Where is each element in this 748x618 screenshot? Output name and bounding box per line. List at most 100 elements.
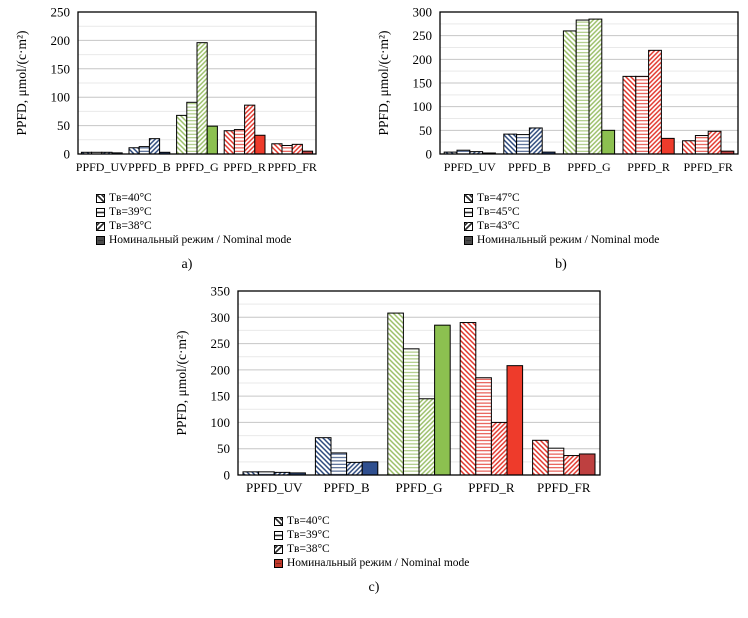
legend-label: Tв=40°C: [287, 515, 330, 527]
y-tick-label: 300: [413, 5, 433, 20]
bar-PPFD_B-s1: [128, 147, 140, 155]
legend-label: Tв=38°C: [109, 220, 152, 232]
legend-marker-icon: [96, 235, 105, 245]
bar-PPFD_B-s2: [138, 146, 150, 155]
y-tick-label: 200: [413, 52, 433, 67]
y-axis-title: PPFD, μmol/(c·m²): [14, 30, 29, 135]
bar-PPFD_R-s1: [223, 130, 235, 155]
chart-b-plot: 0 50 100 150 200 250 300 PPFD_UV PPFD_B PPFD_G PPF…: [376, 5, 739, 174]
legend-marker-icon: [464, 235, 473, 245]
x-category-label: PPFD_UV: [246, 480, 303, 495]
bar-PPFD_FR-s3: [563, 455, 580, 476]
bar-PPFD_G-s4: [601, 129, 616, 155]
legend-label: Tв=39°C: [109, 206, 152, 218]
chart-c-legend: Tв=40°C Tв=39°C Tв=38°C Номинальный режим /…: [274, 514, 614, 570]
legend-item: Tв=38°C: [96, 219, 374, 233]
y-tick-label: 0: [224, 468, 231, 483]
legend-marker-icon: [274, 516, 283, 526]
legend-label: Tв=40°C: [109, 192, 152, 204]
bar-PPFD_R-s4: [660, 137, 675, 155]
bar-PPFD_R-s4: [506, 365, 524, 476]
chart-a-block: 0 50 100 150 200 250 PPFD_UV PPFD_B PPFD_G PPFD_R…: [0, 0, 374, 273]
legend-marker-icon: [274, 558, 283, 568]
legend-label: Tв=47°C: [477, 192, 520, 204]
bar-PPFD_B-s3: [528, 127, 543, 155]
legend-label: Номинальный режим / Nominal mode: [477, 234, 660, 246]
bar-PPFD_R-s2: [233, 129, 246, 155]
chart-a-plot: 0 50 100 150 200 250 PPFD_UV PPFD_B PPFD_G PPFD_R…: [14, 5, 317, 175]
bar-PPFD_B-s4: [361, 461, 379, 476]
x-category-label: PPFD_R: [468, 480, 515, 495]
bar-PPFD_FR-s4: [578, 453, 596, 476]
bar-PPFD_B-s1: [314, 437, 332, 476]
bar-PPFD_G-s3: [196, 42, 208, 155]
x-category-label: PPFD_UV: [444, 160, 496, 174]
bar-PPFD_G-s3: [588, 18, 603, 155]
bar-PPFD_G-s2: [402, 348, 420, 476]
chart-c-block: 0 50 100 150 200 250 300 350 PPFD_UV PPFD_B PPFD_G…: [134, 279, 614, 596]
x-category-label: PPFD_R: [223, 160, 266, 174]
legend-label: Tв=43°C: [477, 220, 520, 232]
y-tick-label: 50: [57, 118, 70, 133]
bar-PPFD_G-s2: [186, 101, 198, 155]
chart-a-caption: a): [181, 257, 193, 272]
legend-item: Tв=38°C: [274, 542, 614, 556]
bar-PPFD_FR-s1: [271, 143, 283, 155]
bar-PPFD_B-s2: [516, 134, 530, 155]
bar-PPFD_G-s1: [176, 114, 188, 155]
y-tick-label: 50: [217, 441, 230, 456]
y-tick-label: 100: [211, 415, 231, 430]
chart-c-plot: 0 50 100 150 200 250 300 350 PPFD_UV PPFD_B PPFD_G…: [174, 284, 601, 495]
y-axis-title: PPFD, μmol/(c·m²): [376, 30, 391, 135]
legend-marker-icon: [96, 207, 105, 217]
legend-marker-icon: [274, 544, 283, 554]
legend-item: Номинальный режим / Nominal mode: [464, 233, 748, 247]
bar-PPFD_FR-s1: [532, 439, 549, 476]
chart-b-block: 0 50 100 150 200 250 300 PPFD_UV PPFD_B PPFD_G PPF…: [374, 0, 748, 273]
x-category-label: PPFD_B: [323, 480, 370, 495]
bar-PPFD_G-s4: [434, 324, 451, 476]
y-tick-label: 0: [426, 147, 433, 162]
x-category-label: PPFD_B: [508, 160, 551, 174]
legend-marker-icon: [96, 221, 105, 231]
x-category-label: PPFD_UV: [76, 160, 128, 174]
legend-item: Tв=39°C: [96, 205, 374, 219]
top-charts-row: 0 50 100 150 200 250 PPFD_UV PPFD_B PPFD_G PPFD_R…: [0, 0, 748, 273]
x-category-label: PPFD_FR: [684, 160, 733, 174]
legend-marker-icon: [464, 221, 473, 231]
y-tick-label: 150: [51, 61, 71, 76]
chart-a-legend: Tв=40°C Tв=39°C Tв=38°C Номинальный режим /…: [96, 191, 374, 247]
legend-label: Номинальный режим / Nominal mode: [287, 557, 470, 569]
bar-PPFD_FR-s3: [707, 130, 722, 155]
legend-label: Tв=45°C: [477, 206, 520, 218]
y-tick-label: 100: [413, 99, 433, 114]
chart-a-canvas: 0 50 100 150 200 250 PPFD_UV PPFD_B PPFD_G PPFD_R…: [0, 0, 374, 189]
bar-PPFD_FR-s1: [682, 140, 696, 155]
y-tick-label: 100: [51, 90, 71, 105]
y-tick-label: 350: [211, 284, 231, 299]
legend-item: Tв=45°C: [464, 205, 748, 219]
bar-PPFD_B-s3: [148, 138, 161, 155]
legend-marker-icon: [464, 193, 473, 203]
x-category-label: PPFD_G: [175, 160, 219, 174]
y-tick-label: 150: [413, 76, 433, 91]
bar-PPFD_B-s3: [346, 461, 363, 476]
legend-marker-icon: [464, 207, 473, 217]
bar-PPFD_R-s3: [490, 421, 508, 476]
x-category-label: PPFD_R: [627, 160, 670, 174]
legend-item: Tв=43°C: [464, 219, 748, 233]
legend-item: Номинальный режим / Nominal mode: [274, 556, 614, 570]
legend-item: Tв=40°C: [274, 514, 614, 528]
y-tick-label: 250: [211, 336, 231, 351]
legend-label: Tв=38°C: [287, 543, 330, 555]
bar-PPFD_R-s4: [254, 134, 266, 155]
x-category-label: PPFD_FR: [268, 160, 317, 174]
legend-marker-icon: [96, 193, 105, 203]
chart-c-canvas: 0 50 100 150 200 250 300 350 PPFD_UV PPFD_B PPFD_G…: [134, 279, 614, 512]
legend-item: Номинальный режим / Nominal mode: [96, 233, 374, 247]
y-tick-label: 150: [211, 389, 231, 404]
bar-PPFD_G-s4: [206, 125, 218, 155]
x-category-label: PPFD_B: [128, 160, 171, 174]
chart-b-legend: Tв=47°C Tв=45°C Tв=43°C Номинальный режим /…: [464, 191, 748, 247]
